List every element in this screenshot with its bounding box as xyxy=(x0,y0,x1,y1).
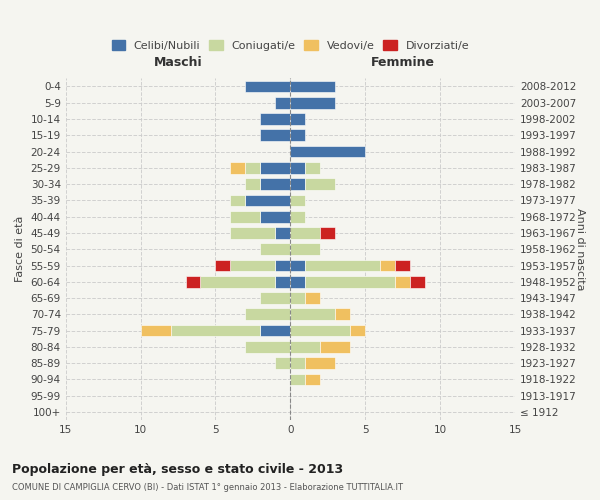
Bar xyxy=(245,341,290,353)
Bar xyxy=(170,325,260,336)
Bar xyxy=(290,162,305,173)
Bar xyxy=(335,308,350,320)
Bar xyxy=(290,194,305,206)
Y-axis label: Anni di nascita: Anni di nascita xyxy=(575,208,585,290)
Bar xyxy=(305,260,380,272)
Bar xyxy=(230,227,275,239)
Bar xyxy=(290,374,305,386)
Bar xyxy=(275,227,290,239)
Bar xyxy=(200,276,275,287)
Bar xyxy=(410,276,425,287)
Bar xyxy=(290,358,305,369)
Bar xyxy=(290,244,320,255)
Bar xyxy=(290,178,305,190)
Bar xyxy=(260,211,290,222)
Text: Popolazione per età, sesso e stato civile - 2013: Popolazione per età, sesso e stato civil… xyxy=(12,462,343,475)
Y-axis label: Fasce di età: Fasce di età xyxy=(15,216,25,282)
Bar xyxy=(290,146,365,158)
Bar xyxy=(275,260,290,272)
Bar xyxy=(290,130,305,141)
Legend: Celibi/Nubili, Coniugati/e, Vedovi/e, Divorziati/e: Celibi/Nubili, Coniugati/e, Vedovi/e, Di… xyxy=(107,36,473,56)
Bar xyxy=(290,80,335,92)
Bar xyxy=(230,162,245,173)
Bar xyxy=(260,292,290,304)
Bar xyxy=(305,276,395,287)
Bar xyxy=(230,211,260,222)
Bar xyxy=(245,178,260,190)
Bar xyxy=(305,162,320,173)
Text: Maschi: Maschi xyxy=(154,56,202,68)
Bar xyxy=(260,113,290,125)
Bar xyxy=(320,227,335,239)
Bar xyxy=(245,194,290,206)
Bar xyxy=(290,341,320,353)
Bar xyxy=(230,194,245,206)
Bar xyxy=(290,308,335,320)
Bar xyxy=(290,260,305,272)
Bar xyxy=(305,358,335,369)
Bar xyxy=(290,211,305,222)
Bar xyxy=(275,276,290,287)
Bar xyxy=(230,260,275,272)
Text: Femmine: Femmine xyxy=(371,56,435,68)
Bar xyxy=(245,308,290,320)
Bar xyxy=(290,292,305,304)
Bar xyxy=(215,260,230,272)
Bar xyxy=(260,162,290,173)
Bar xyxy=(350,325,365,336)
Bar xyxy=(140,325,170,336)
Bar xyxy=(260,325,290,336)
Bar xyxy=(290,325,350,336)
Bar xyxy=(290,113,305,125)
Bar xyxy=(305,178,335,190)
Bar xyxy=(245,80,290,92)
Text: COMUNE DI CAMPIGLIA CERVO (BI) - Dati ISTAT 1° gennaio 2013 - Elaborazione TUTTI: COMUNE DI CAMPIGLIA CERVO (BI) - Dati IS… xyxy=(12,482,403,492)
Bar xyxy=(395,276,410,287)
Bar xyxy=(275,358,290,369)
Bar xyxy=(260,178,290,190)
Bar xyxy=(245,162,260,173)
Bar xyxy=(320,341,350,353)
Bar xyxy=(260,130,290,141)
Bar xyxy=(290,227,320,239)
Bar xyxy=(395,260,410,272)
Bar xyxy=(305,292,320,304)
Bar xyxy=(305,374,320,386)
Bar xyxy=(380,260,395,272)
Bar xyxy=(290,97,335,108)
Bar xyxy=(185,276,200,287)
Bar xyxy=(290,276,305,287)
Bar xyxy=(275,97,290,108)
Bar xyxy=(260,244,290,255)
